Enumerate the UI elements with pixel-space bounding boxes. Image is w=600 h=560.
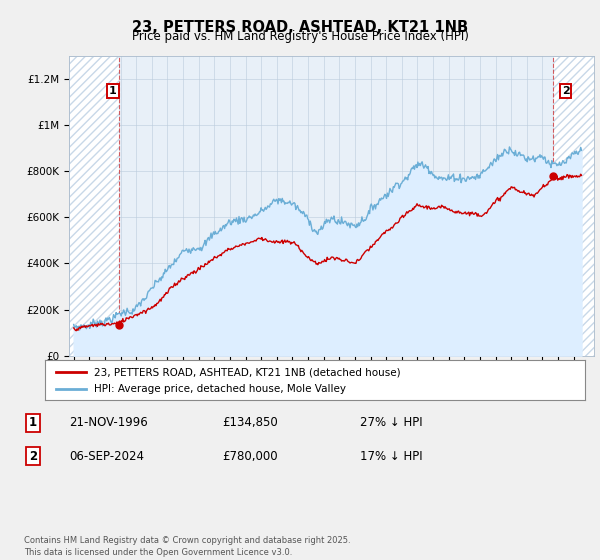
Text: 2: 2 (29, 450, 37, 463)
Bar (553, 56, 594, 356)
Text: 1: 1 (29, 416, 37, 430)
Text: £134,850: £134,850 (222, 416, 278, 430)
Bar (69, 56, 119, 356)
Text: £780,000: £780,000 (222, 450, 278, 463)
Text: Contains HM Land Registry data © Crown copyright and database right 2025.
This d: Contains HM Land Registry data © Crown c… (24, 536, 350, 557)
Text: 1: 1 (109, 86, 116, 96)
Text: 23, PETTERS ROAD, ASHTEAD, KT21 1NB: 23, PETTERS ROAD, ASHTEAD, KT21 1NB (132, 20, 468, 35)
Text: HPI: Average price, detached house, Mole Valley: HPI: Average price, detached house, Mole… (94, 384, 346, 394)
Text: 23, PETTERS ROAD, ASHTEAD, KT21 1NB (detached house): 23, PETTERS ROAD, ASHTEAD, KT21 1NB (det… (94, 367, 400, 377)
Text: 21-NOV-1996: 21-NOV-1996 (69, 416, 148, 430)
Text: 17% ↓ HPI: 17% ↓ HPI (360, 450, 422, 463)
Text: 2: 2 (562, 86, 569, 96)
Text: Price paid vs. HM Land Registry's House Price Index (HPI): Price paid vs. HM Land Registry's House … (131, 30, 469, 43)
Text: 27% ↓ HPI: 27% ↓ HPI (360, 416, 422, 430)
Text: 06-SEP-2024: 06-SEP-2024 (69, 450, 144, 463)
